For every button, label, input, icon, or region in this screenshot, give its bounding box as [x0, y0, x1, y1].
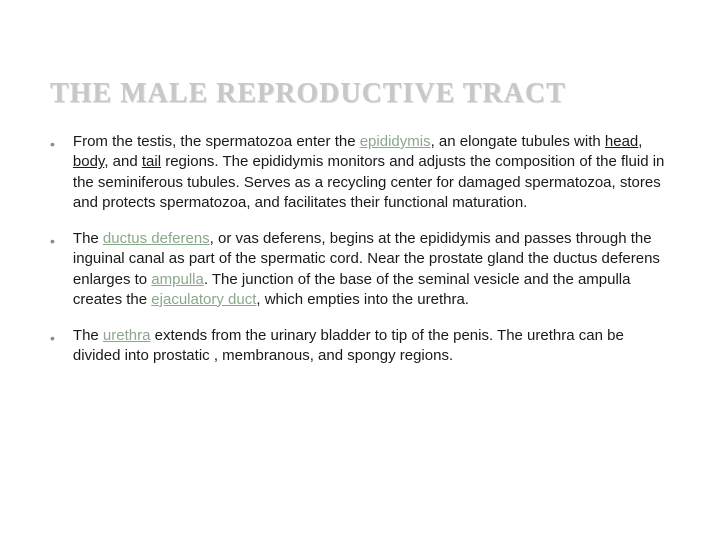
bullet-text: From the testis, the spermatozoa enter t…	[73, 132, 670, 213]
bullet-text: The urethra extends from the urinary bla…	[73, 326, 670, 367]
list-item: • From the testis, the spermatozoa enter …	[50, 132, 670, 213]
bullet-marker: •	[50, 330, 55, 346]
bullet-marker: •	[50, 136, 55, 152]
slide-title: THE MALE REPRODUCTIVE TRACT	[50, 78, 670, 110]
slide: THE MALE REPRODUCTIVE TRACT • From the te…	[0, 0, 720, 540]
bullet-text: The ductus deferens, or vas deferens, be…	[73, 229, 670, 310]
list-item: • The ductus deferens, or vas deferens, b…	[50, 229, 670, 310]
bullet-list: • From the testis, the spermatozoa enter …	[50, 132, 670, 367]
bullet-marker: •	[50, 233, 55, 249]
list-item: • The urethra extends from the urinary bl…	[50, 326, 670, 367]
